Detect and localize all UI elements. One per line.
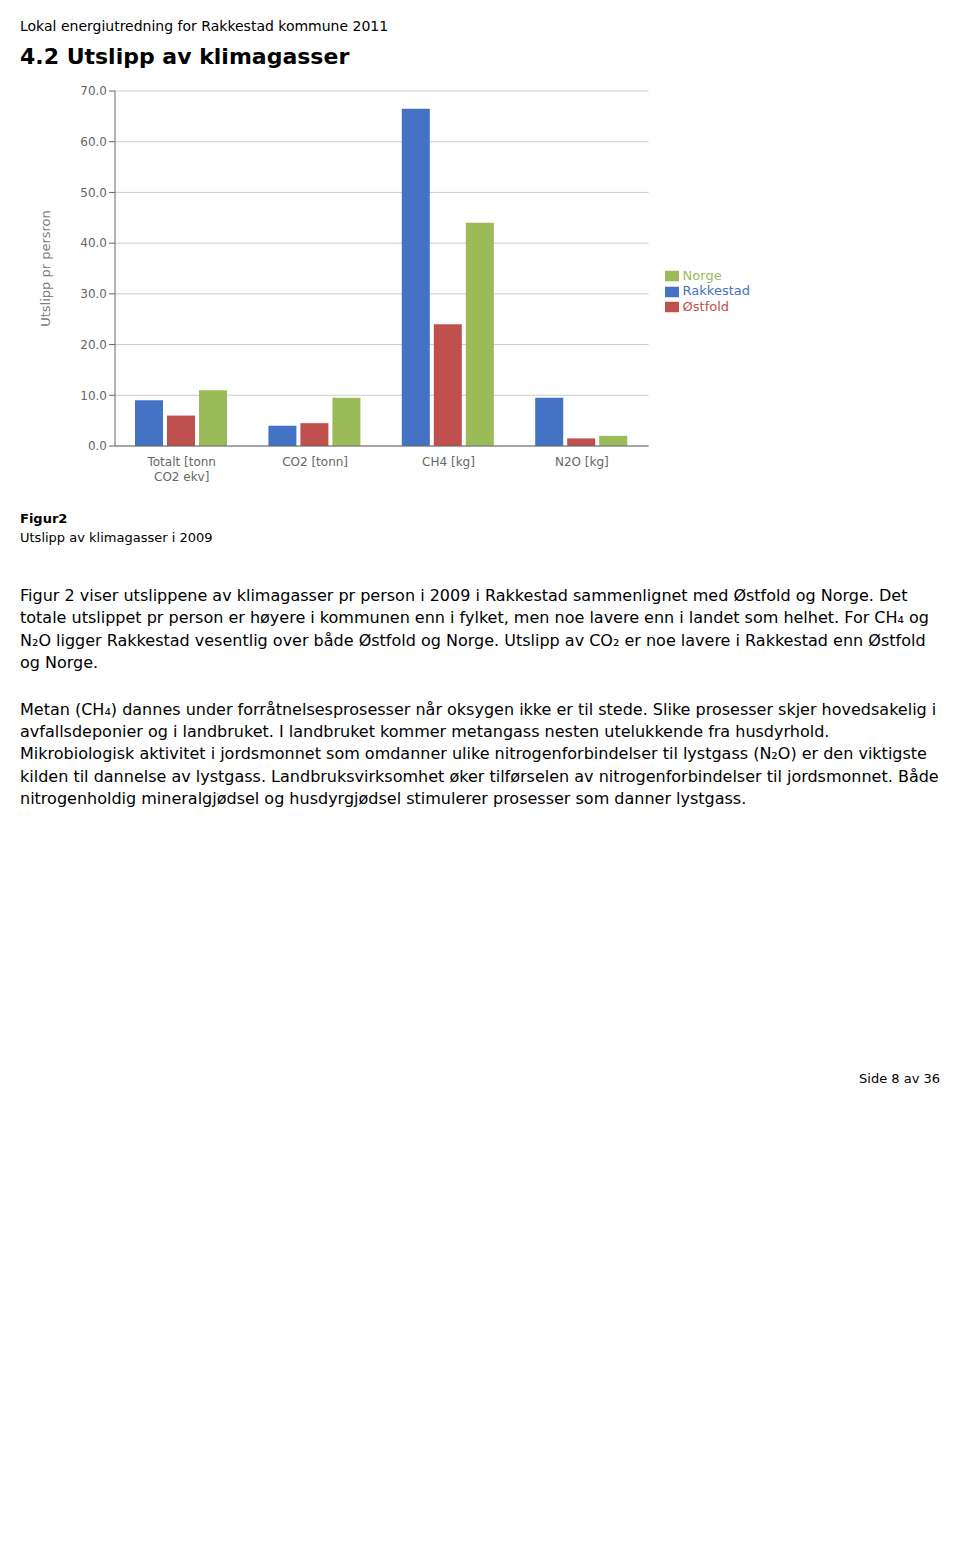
svg-text:CO2 [tonn]: CO2 [tonn] (282, 455, 348, 469)
svg-text:20.0: 20.0 (80, 338, 107, 352)
html-text:Østfold: Østfold (682, 298, 730, 314)
html-text:Lokal energiutredning for Rakk: Lokal energiutredning for Rakkestad komm… (20, 18, 389, 34)
html-text:Side 8 av 36: Side 8 av 36 (859, 1070, 940, 1086)
svg-text:N2O [kg]: N2O [kg] (555, 455, 609, 469)
svg-text:60.0: 60.0 (80, 135, 107, 149)
html-text:Figur 2 viser utslippene av kl: Figur 2 viser utslippene av klimagasser … (20, 586, 929, 673)
html-text:Norge: Norge (682, 267, 722, 283)
svg-text:40.0: 40.0 (80, 236, 107, 250)
html-text:Metan (CH₄) dannes under forrå: Metan (CH₄) dannes under forråtnelsespro… (20, 699, 939, 809)
html-text:Figur2: Figur2 (20, 511, 68, 526)
svg-text:10.0: 10.0 (80, 389, 107, 403)
svg-text:Totalt [tonnCO2 ekv]: Totalt [tonnCO2 ekv] (146, 455, 215, 484)
svg-text:0.0: 0.0 (88, 439, 107, 453)
html-text:4.2 Utslipp av klimagasser: 4.2 Utslipp av klimagasser (20, 44, 350, 69)
svg-text:Utslipp pr persron: Utslipp pr persron (38, 210, 53, 327)
html-text:Rakkestad: Rakkestad (682, 283, 750, 299)
svg-text:CH4 [kg]: CH4 [kg] (422, 455, 475, 469)
svg-text:70.0: 70.0 (80, 84, 107, 98)
svg-text:30.0: 30.0 (80, 287, 107, 301)
html-text:Utslipp av klimagasser i 2009: Utslipp av klimagasser i 2009 (20, 530, 213, 545)
svg-text:50.0: 50.0 (80, 186, 107, 200)
